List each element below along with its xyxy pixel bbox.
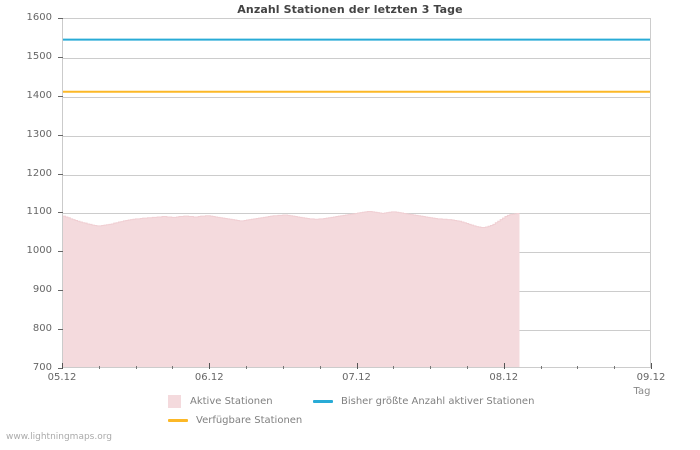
x-axis-minor-tick-mark <box>246 366 247 369</box>
plot-area <box>62 18 651 368</box>
x-axis-title: Tag <box>633 386 651 397</box>
y-axis-tick-mark <box>58 56 63 58</box>
gridline <box>63 175 650 176</box>
series-area-aktive-stationen <box>63 211 520 367</box>
y-axis-tick-mark <box>58 290 63 292</box>
legend-swatch-box-icon <box>168 394 181 408</box>
y-axis-tick-mark <box>58 134 63 136</box>
legend-item-aktive-stationen[interactable]: Aktive Stationen <box>168 392 273 410</box>
x-axis-minor-tick-mark <box>614 366 615 369</box>
chart-legend: Aktive Stationen Bisher größte Anzahl ak… <box>0 392 700 432</box>
x-axis-tick-label: 07.12 <box>342 372 371 383</box>
y-axis-tick-mark <box>58 95 63 97</box>
x-axis-tick-label: 08.12 <box>489 372 519 383</box>
gridline <box>63 97 650 98</box>
y-axis-tick-label: 700 <box>32 362 52 373</box>
x-axis-tick-mark <box>62 363 63 369</box>
y-axis-tick-label: 1200 <box>26 167 52 179</box>
y-axis-tick-label: 1600 <box>26 12 52 23</box>
series-layer <box>63 38 650 367</box>
y-axis-tick-label: 1100 <box>26 206 52 218</box>
x-axis-minor-tick-mark <box>541 366 542 369</box>
x-axis-tick-mark <box>209 363 210 369</box>
x-axis-minor-tick-mark <box>430 366 431 369</box>
legend-item-bisher-groesste-anzahl[interactable]: Bisher größte Anzahl aktiver Stationen <box>313 392 534 410</box>
legend-label: Verfügbare Stationen <box>196 414 303 426</box>
y-axis-tick-label: 1500 <box>26 50 52 62</box>
legend-item-verfuegbare-stationen[interactable]: Verfügbare Stationen <box>168 411 302 429</box>
x-axis-minor-tick-mark <box>99 366 100 369</box>
y-axis-tick-label: 800 <box>32 323 52 335</box>
gridline <box>63 136 650 137</box>
footer-url: www.lightningmaps.org <box>6 432 112 442</box>
x-axis-minor-tick-mark <box>320 366 321 369</box>
legend-label: Aktive Stationen <box>190 395 273 407</box>
y-axis-tick-label: 1000 <box>26 245 52 257</box>
y-axis-tick-label: 1300 <box>26 128 52 140</box>
x-axis-minor-tick-mark <box>577 366 578 369</box>
y-axis-tick-mark <box>58 329 63 331</box>
legend-swatch-line-icon <box>313 399 333 403</box>
legend-swatch-line-icon <box>168 418 188 422</box>
legend-label: Bisher größte Anzahl aktiver Stationen <box>341 395 535 407</box>
x-axis-tick-label: 06.12 <box>194 372 224 383</box>
gridline <box>63 58 650 59</box>
y-axis-tick-mark <box>58 251 63 253</box>
x-axis-minor-tick-mark <box>283 366 284 369</box>
x-axis-tick-label: 09.12 <box>636 372 666 383</box>
x-axis-minor-tick-mark <box>467 366 468 369</box>
x-axis-tick-mark <box>651 363 652 369</box>
x-axis-minor-tick-mark <box>136 366 137 369</box>
series-area-outline <box>63 211 520 228</box>
x-axis-minor-tick-mark <box>172 366 173 369</box>
y-axis-tick-mark <box>58 173 63 175</box>
y-axis-tick-mark <box>58 212 63 214</box>
x-axis-tick-label: 05.12 <box>47 372 77 383</box>
y-axis-tick-mark <box>58 368 63 369</box>
y-axis-line <box>62 18 63 369</box>
y-axis-tick-label: 1400 <box>26 89 52 101</box>
x-axis-minor-tick-mark <box>393 366 394 369</box>
x-axis-tick-mark <box>357 363 358 369</box>
y-axis-tick-label: 900 <box>32 284 52 296</box>
chart-title: Anzahl Stationen der letzten 3 Tage <box>237 3 463 16</box>
x-axis-tick-mark <box>504 363 505 369</box>
y-axis-tick-mark <box>58 18 63 19</box>
